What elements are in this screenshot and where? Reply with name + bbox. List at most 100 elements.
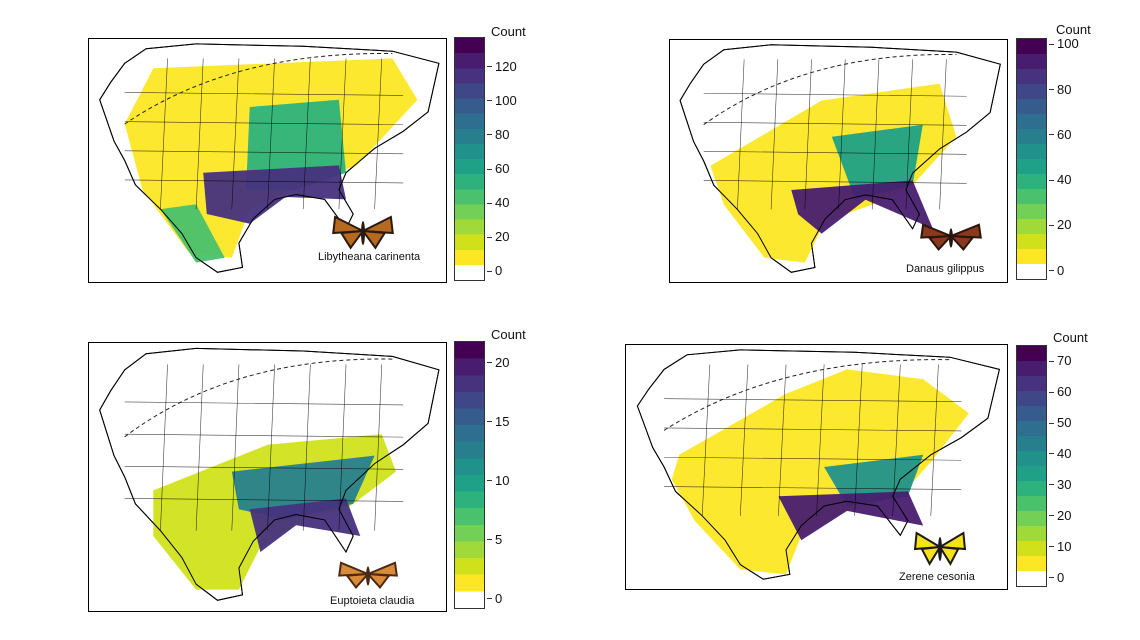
state-border [703,121,967,126]
state-border [737,59,745,210]
state-border [195,364,204,531]
state-border [703,92,967,97]
map-frame [88,38,447,283]
legend-tick-label: 80 [1048,81,1072,97]
state-border [374,364,383,531]
legend-tick-label: 20 [1048,507,1072,523]
state-border [703,180,967,184]
range-boundary-dashed [663,359,950,431]
distribution-map [636,349,1001,580]
species-label: Libytheana carinenta [318,251,421,263]
legend-tick-label: 120 [487,58,517,74]
state-border [124,121,404,125]
state-border [804,59,812,210]
legend-tick-label: 80 [486,126,510,142]
state-border [816,364,825,516]
legend-tick-label: 20 [1048,217,1072,233]
density-region [249,498,361,552]
state-border [124,92,404,96]
state-border [871,59,880,210]
density-region [831,124,923,200]
state-border [338,58,347,210]
legend-tick-label: 20 [486,354,510,370]
state-border [302,58,311,210]
coastline [636,349,1001,580]
state-border [231,364,240,531]
legend-title: Count [1053,330,1088,345]
legend-tick-label: 10 [486,472,510,488]
legend-title: Count [491,24,526,39]
legend-tick-label: 15 [486,413,510,429]
legend-tick-label: 10 [1048,538,1072,554]
butterfly-wing [938,545,960,566]
butterfly-wing [339,229,366,250]
legend-tick-label: 40 [1048,445,1072,461]
density-region [203,165,346,224]
state-border [374,58,383,210]
state-border [231,58,240,210]
butterfly-wing [948,234,975,251]
state-border [124,179,404,184]
butterfly-wing [927,234,954,251]
legend-title: Count [1056,22,1091,37]
coastline [99,347,440,601]
state-border [124,498,404,502]
state-border [939,59,947,210]
species-label: Euptoieta claudia [330,595,415,607]
color-legend [1016,38,1047,280]
legend-tick-label: 50 [1048,415,1072,431]
state-border [854,364,863,516]
legend-tick-label: 0 [486,263,503,279]
color-legend [454,37,485,281]
butterfly-body [361,221,365,245]
legend-tick-label: 60 [486,161,510,177]
legend-tick-label: 100 [487,92,517,108]
state-border [124,433,404,438]
legend-title: Count [491,327,526,342]
butterfly-body [949,228,953,248]
butterfly-wing [360,229,387,250]
state-border [905,59,913,210]
butterfly-icon [920,223,982,251]
legend-tick-label: 40 [486,195,510,211]
coastline [679,44,1001,273]
range-boundary-dashed [124,53,393,125]
state-border [124,401,404,406]
range-boundary-dashed [124,358,393,438]
state-border [664,427,962,432]
butterfly-body [938,537,942,561]
legend-tick-label: 0 [1048,569,1065,585]
distribution-map [679,44,1001,273]
distribution-map [99,347,440,601]
legend-tick-label: 5 [486,531,503,547]
legend-tick-label: 40 [1048,172,1072,187]
state-border [664,456,962,461]
state-border [124,150,404,155]
state-border [664,486,962,490]
butterfly-icon [914,531,966,566]
density-region [160,204,225,263]
state-border [838,59,846,210]
butterfly-wing [920,545,942,566]
distribution-map [99,43,440,273]
state-border [778,364,787,516]
butterfly-icon [338,561,398,590]
color-legend [1016,345,1047,587]
legend-tick-label: 70 [1048,353,1072,369]
state-border [664,398,962,402]
density-region [791,180,933,234]
state-border [267,58,275,210]
density-region [671,369,969,575]
state-border [160,58,168,210]
state-border [338,364,347,531]
legend-tick-label: 0 [486,590,503,606]
legend-tick-label: 20 [486,229,510,245]
state-border [701,364,711,516]
legend-tick-label: 100 [1049,36,1079,52]
butterfly-body [366,566,370,586]
legend-tick-label: 60 [1048,384,1072,400]
density-region [710,83,957,263]
state-border [703,151,967,155]
color-legend [454,341,485,609]
density-region [778,491,924,541]
